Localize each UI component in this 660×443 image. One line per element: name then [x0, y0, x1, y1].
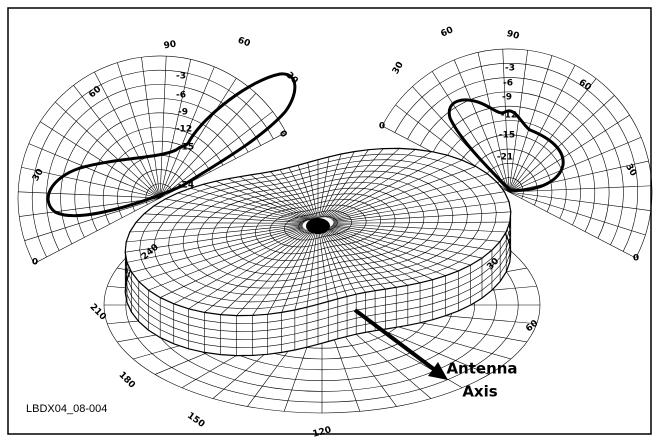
label: -12: [176, 125, 192, 135]
label: LBDX04_08-004: [26, 403, 107, 415]
label: -6: [503, 79, 513, 89]
label: -3: [505, 64, 515, 74]
label: -24: [178, 181, 194, 191]
label: -9: [178, 108, 188, 118]
label: -21: [497, 153, 513, 163]
label: -6: [176, 91, 186, 101]
label: -9: [502, 93, 512, 103]
antenna-pattern-figure: 906030060300306090603000-3-6-9-12-15-24-…: [0, 0, 660, 443]
label: Axis: [462, 383, 497, 401]
label: -15: [178, 143, 194, 153]
label: Antenna: [446, 360, 517, 378]
label: 0: [379, 122, 385, 132]
label: -12: [501, 111, 517, 121]
label: -3: [176, 72, 186, 82]
label: -15: [499, 131, 515, 141]
solid-center: [306, 218, 330, 234]
label: 0: [633, 254, 639, 264]
label: 0: [32, 258, 38, 268]
